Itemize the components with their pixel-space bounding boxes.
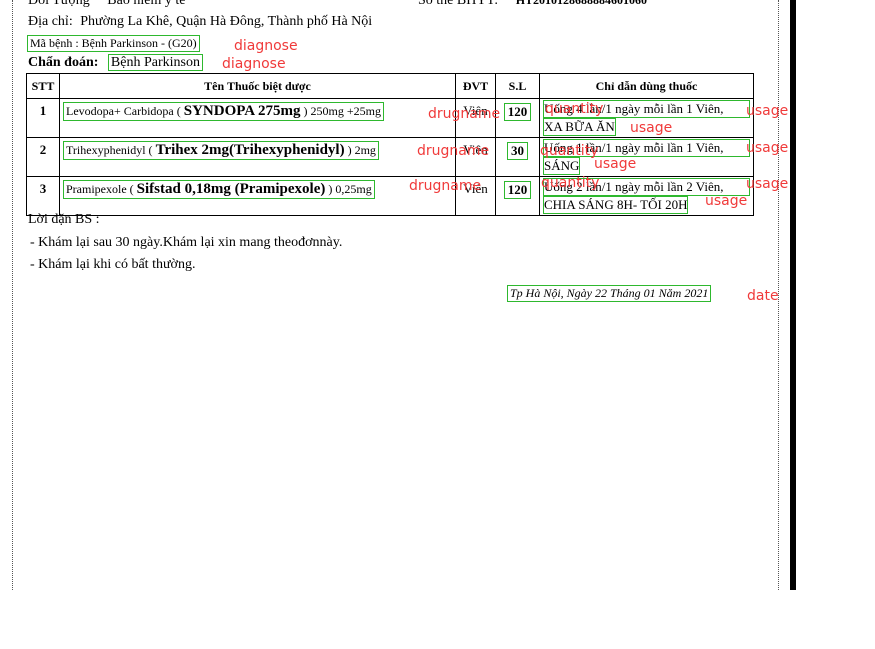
advice-line: - Khám lại sau 30 ngày.Khám lại xin mang… (30, 235, 343, 250)
header-quantity: S.L (495, 73, 540, 99)
insurance-row: Số thẻ BHYT: HT2010128688884601060 (418, 0, 647, 9)
address-row: Địa chỉ: Phường La Khê, Quận Hà Đông, Th… (28, 14, 372, 30)
table-row: 3 Pramipexole ( Sifstad 0,18mg (Pramipex… (26, 176, 754, 216)
row-unit: Viên (455, 137, 496, 177)
patient-type-label: Đối Tượng (28, 0, 90, 8)
annotation-diagnose-2: diagnose (222, 56, 286, 72)
row-quantity-cell: 120 (495, 98, 540, 138)
header-drug-name: Tên Thuốc biệt dược (59, 73, 456, 99)
diagnosis-row: Chẩn đoán: Bệnh Parkinson (28, 54, 203, 71)
row-quantity: 120 (503, 181, 532, 199)
row-drug-cell: Levodopa+ Carbidopa ( SYNDOPA 275mg ) 25… (59, 98, 456, 138)
row-stt: 1 (26, 98, 60, 138)
annotation-usage: usage (746, 176, 789, 192)
diagnosis-value: Bệnh Parkinson (107, 54, 203, 71)
drug-generic: Pramipexole ( (66, 182, 134, 196)
drug-dose: ) 2mg (347, 143, 376, 157)
page-border-right (778, 0, 779, 590)
header-stt: STT (26, 73, 60, 99)
prescription-table: STT Tên Thuốc biệt dược ĐVT S.L Chỉ dẫn … (26, 73, 754, 216)
drug-brand: Trihex 2mg(Trihexyphenidyl) (155, 142, 345, 158)
table-row: 1 Levodopa+ Carbidopa ( SYNDOPA 275mg ) … (26, 98, 754, 138)
diagnosis-label: Chẩn đoán: (28, 55, 99, 70)
row-quantity-cell: 120 (495, 176, 540, 216)
row-stt: 2 (26, 137, 60, 177)
disease-code: Mã bệnh : Bệnh Parkinson - (G20) (27, 35, 200, 52)
usage-line1: Uống 2 lần/1 ngày mỗi lần 2 Viên, (543, 178, 750, 196)
drug-dose: ) 0,25mg (328, 182, 372, 196)
usage-line2: CHIA SÁNG 8H- TỐI 20H (543, 196, 689, 214)
drug-brand: Sifstad 0,18mg (Pramipexole) (136, 181, 326, 197)
annotation-quantity: quantity (540, 143, 599, 159)
advice-title: Lời dặn BS : (28, 212, 100, 227)
drug-generic: Trihexyphenidyl ( (66, 143, 153, 157)
address-label: Địa chỉ: (28, 14, 73, 29)
window-edge (790, 0, 796, 590)
drug-name: Pramipexole ( Sifstad 0,18mg (Pramipexol… (63, 180, 375, 199)
row-drug-cell: Pramipexole ( Sifstad 0,18mg (Pramipexol… (59, 176, 456, 216)
page-border-left (12, 0, 13, 590)
annotation-drugname: drugname (428, 106, 501, 122)
advice-line: - Khám lại khi có bất thường. (30, 257, 196, 272)
row-usage-cell: Uống 4 lần/1 ngày mỗi lần 1 Viên, XA BỮA… (539, 98, 754, 138)
drug-name: Levodopa+ Carbidopa ( SYNDOPA 275mg ) 25… (63, 102, 384, 121)
table-row: 2 Trihexyphenidyl ( Trihex 2mg(Trihexyph… (26, 137, 754, 177)
annotation-usage: usage (705, 193, 748, 209)
insurance-number: HT2010128688884601060 (515, 0, 648, 7)
patient-type-value: Bảo hiểm y tế (107, 0, 186, 8)
row-usage-cell: Uống 2 lần/1 ngày mỗi lần 2 Viên, CHIA S… (539, 176, 754, 216)
table-header-row: STT Tên Thuốc biệt dược ĐVT S.L Chỉ dẫn … (26, 73, 754, 99)
annotation-usage: usage (594, 156, 637, 172)
annotation-quantity: quantity (541, 175, 600, 191)
row-stt: 3 (26, 176, 60, 216)
drug-dose: ) 250mg +25mg (303, 104, 381, 118)
insurance-label: Số thẻ BHYT: (418, 0, 499, 8)
row-quantity: 30 (507, 142, 528, 160)
annotation-drugname: drugname (409, 178, 482, 194)
header-unit: ĐVT (455, 73, 496, 99)
annotation-usage: usage (746, 103, 789, 119)
row-drug-cell: Trihexyphenidyl ( Trihex 2mg(Trihexyphen… (59, 137, 456, 177)
annotation-date: date (747, 288, 779, 304)
annotation-usage: usage (630, 120, 673, 136)
annotation-drugname: drugname (417, 143, 490, 159)
drug-generic: Levodopa+ Carbidopa ( (66, 104, 181, 118)
patient-type-row: Đối Tượng Bảo hiểm y tế (28, 0, 185, 9)
usage-line2: SÁNG (543, 157, 581, 175)
annotation-quantity: quantity (545, 101, 604, 117)
annotation-usage: usage (746, 140, 789, 156)
row-quantity: 120 (503, 103, 532, 121)
drug-brand: SYNDOPA 275mg (183, 103, 301, 119)
address-value: Phường La Khê, Quận Hà Đông, Thành phố H… (80, 14, 373, 29)
header-usage: Chỉ dẫn dùng thuốc (539, 73, 754, 99)
row-quantity-cell: 30 (495, 137, 540, 177)
row-usage-cell: Uống 1 lần/1 ngày mỗi lần 1 Viên, SÁNG (539, 137, 754, 177)
drug-name: Trihexyphenidyl ( Trihex 2mg(Trihexyphen… (63, 141, 379, 160)
annotation-diagnose: diagnose (234, 38, 298, 54)
usage-line2: XA BỮA ĂN (543, 118, 616, 136)
prescription-date: Tp Hà Nội, Ngày 22 Tháng 01 Năm 2021 (507, 285, 712, 302)
